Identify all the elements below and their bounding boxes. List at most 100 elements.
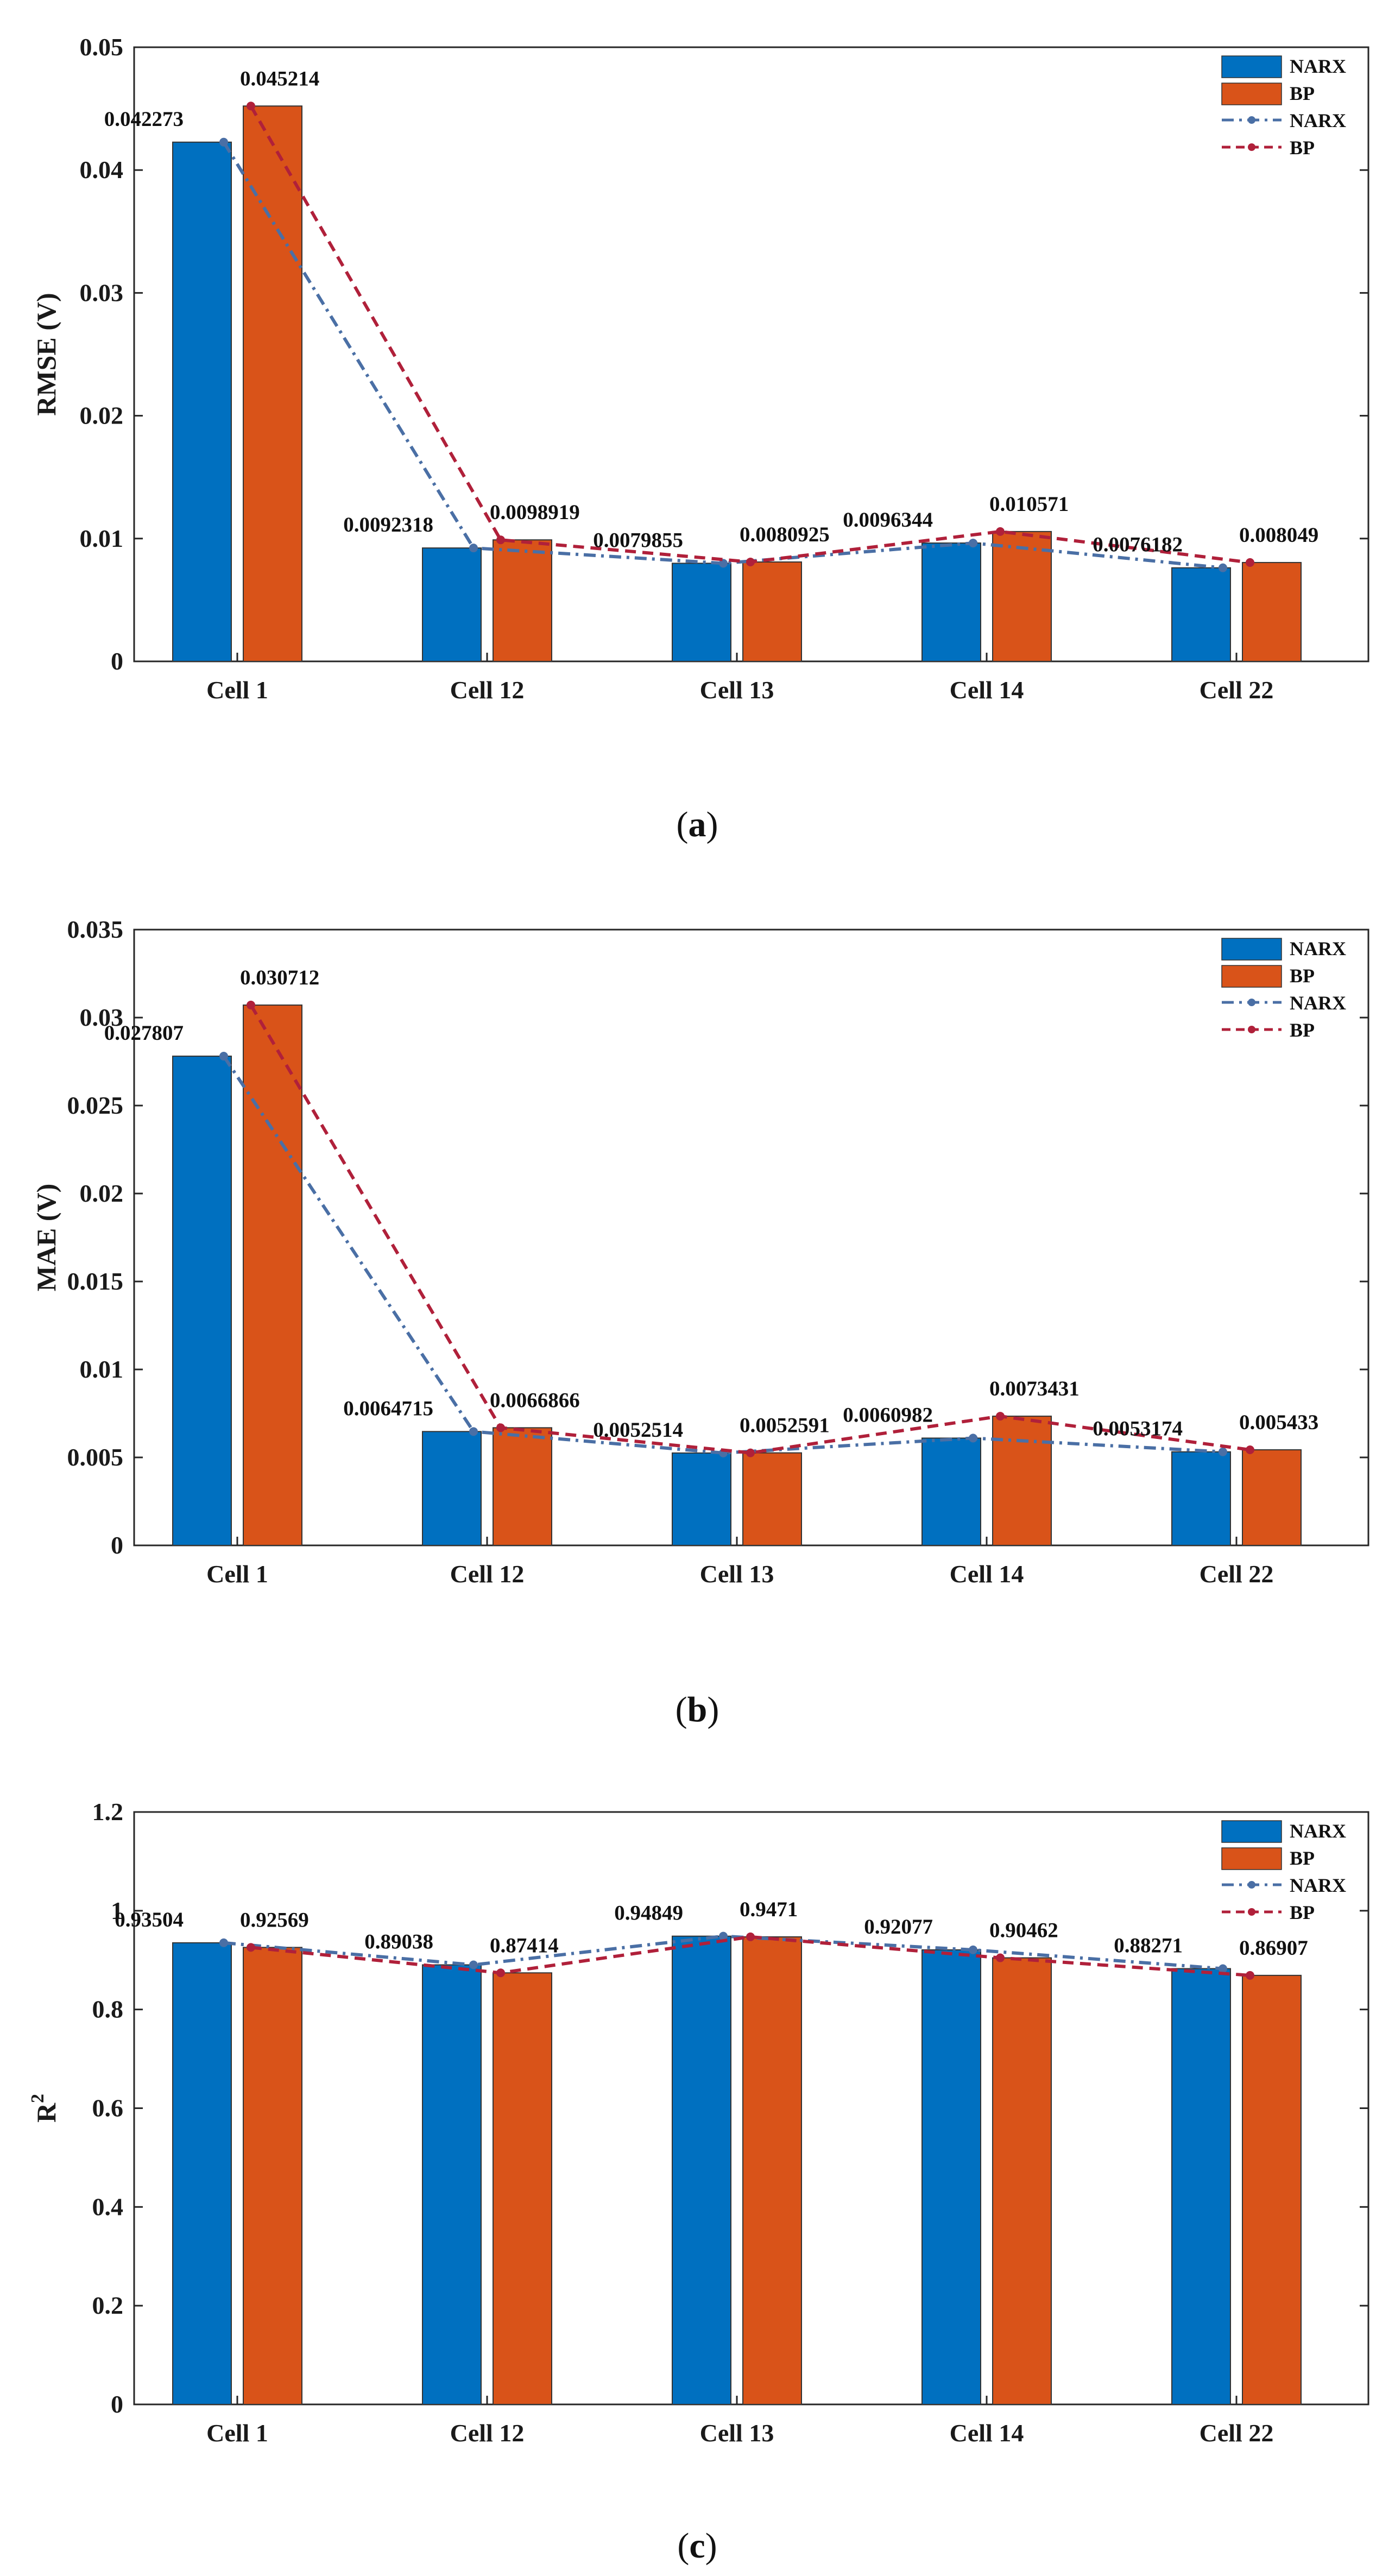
x-tick-label: Cell 1 <box>206 2419 268 2447</box>
y-tick-label: 0.8 <box>92 1996 124 2023</box>
bar-bp-2 <box>493 1972 552 2405</box>
data-label-narx-3: 0.0079855 <box>593 528 683 552</box>
x-tick-label: Cell 1 <box>206 676 268 704</box>
y-tick-label: 0.015 <box>67 1267 124 1295</box>
line-bp <box>250 1935 1251 1977</box>
legend-swatch-bar <box>1221 83 1282 105</box>
y-tick-label: 1.2 <box>92 1798 124 1826</box>
bar-narx-4 <box>921 1437 981 1546</box>
data-label-bp-4: 0.90462 <box>989 1919 1058 1942</box>
caption-open-paren: ( <box>677 805 689 844</box>
marker-narx-4 <box>969 1945 977 1954</box>
bar-narx-1 <box>172 141 232 662</box>
bar-bp-2 <box>493 1427 552 1546</box>
legend-label: BP <box>1290 1902 1315 1923</box>
y-tick-label: 0.05 <box>80 33 124 61</box>
line-narx <box>222 141 1223 570</box>
bar-bp-4 <box>992 1957 1052 2405</box>
y-tick-label: 1 <box>111 1897 123 1924</box>
marker-bp-1 <box>247 1943 255 1952</box>
data-label-narx-1: 0.93504 <box>115 1908 184 1931</box>
chart-panel-a: 0 0.01 0.02 0.03 0.04 0.05 Cell 1 Cell 12 Cell 1… <box>31 33 1369 844</box>
bar-bp-5 <box>1242 1974 1302 2405</box>
bar-bp-3 <box>742 1452 802 1546</box>
legend-label: BP <box>1290 137 1315 159</box>
marker-narx-2 <box>469 1960 478 1969</box>
marker-bp-5 <box>1246 558 1254 567</box>
bar-bp-5 <box>1242 1449 1302 1546</box>
y-axis-label-text: MAE (V) <box>31 1184 61 1292</box>
y-tick-label: 0.005 <box>67 1443 124 1471</box>
marker-bp-2 <box>496 1968 505 1978</box>
caption-letter: b <box>687 1690 708 1729</box>
y-tick-label: 0.03 <box>80 1003 124 1031</box>
legend-swatch-bar <box>1221 1847 1282 1870</box>
x-tick-label: Cell 22 <box>1200 1560 1274 1588</box>
marker-narx-3 <box>719 1931 728 1941</box>
marker-narx-5 <box>1219 1964 1227 1973</box>
marker-bp-4 <box>996 1953 1005 1962</box>
legend-swatch-bar <box>1221 55 1282 78</box>
x-tick-label: Cell 13 <box>700 676 774 704</box>
y-axis-label-text: RMSE (V) <box>31 293 61 415</box>
y-tick-label: 0.01 <box>80 525 124 552</box>
marker-bp-2 <box>496 535 505 545</box>
marker-bp-3 <box>746 557 755 566</box>
marker-bp-3 <box>746 1448 755 1457</box>
x-tick-label: Cell 22 <box>1200 676 1274 704</box>
legend: NARX BP NARX BP <box>1221 938 1346 1041</box>
legend: NARX BP NARX BP <box>1221 1820 1346 1923</box>
marker-narx-1 <box>219 1938 228 1947</box>
caption-close-paren: ) <box>705 2526 717 2566</box>
x-tick-label: Cell 14 <box>950 676 1024 704</box>
y-tick-label: 0.02 <box>80 1179 124 1207</box>
y-tick-label: 0 <box>111 1531 123 1559</box>
y-axis-label: RMSE (V) <box>31 293 61 415</box>
y-axis-label-superscript: 2 <box>28 2094 48 2103</box>
data-label-narx-5: 0.88271 <box>1114 1934 1183 1957</box>
marker-narx-5 <box>1219 1447 1227 1456</box>
data-label-narx-3: 0.0052514 <box>593 1418 683 1442</box>
caption-open-paren: ( <box>676 1690 687 1729</box>
y-tick-label: 0.6 <box>92 2094 124 2122</box>
y-tick-label: 0.035 <box>67 916 124 943</box>
caption-letter: c <box>689 2526 705 2566</box>
bar-bp-3 <box>742 561 802 662</box>
legend-swatch-marker <box>1248 1908 1255 1916</box>
bar-narx-5 <box>1171 1451 1231 1546</box>
bar-narx-3 <box>672 563 731 662</box>
marker-narx-2 <box>469 544 478 553</box>
legend-label: NARX <box>1290 938 1346 959</box>
marker-bp-4 <box>996 527 1005 536</box>
caption-close-paren: ) <box>706 805 718 844</box>
data-label-narx-1: 0.042273 <box>104 108 184 131</box>
legend-label: BP <box>1290 1847 1315 1869</box>
line-narx <box>222 1055 1223 1455</box>
bar-narx-4 <box>921 1949 981 2405</box>
data-label-narx-4: 0.0096344 <box>843 508 933 532</box>
legend-label: NARX <box>1290 992 1346 1014</box>
data-label-bp-4: 0.0073431 <box>989 1377 1080 1400</box>
legend-swatch-marker <box>1248 1881 1255 1889</box>
data-label-bp-2: 0.87414 <box>490 1934 559 1957</box>
legend-swatch-bar <box>1221 1820 1282 1843</box>
bar-narx-3 <box>672 1935 731 2405</box>
marker-narx-4 <box>969 1434 977 1443</box>
data-label-bp-3: 0.9471 <box>740 1898 798 1921</box>
data-label-bp-1: 0.045214 <box>240 67 319 90</box>
bar-bp-4 <box>992 1416 1052 1546</box>
data-label-narx-4: 0.92077 <box>864 1915 933 1939</box>
y-tick-label: 0 <box>111 2390 123 2418</box>
y-tick-label: 0.4 <box>92 2193 124 2220</box>
data-label-bp-5: 0.005433 <box>1239 1411 1318 1434</box>
data-label-narx-5: 0.0076182 <box>1093 533 1183 557</box>
panel-caption: (a) <box>677 805 718 844</box>
bar-bp-1 <box>243 105 302 662</box>
y-tick-label: 0.025 <box>67 1091 124 1119</box>
marker-bp-3 <box>746 1932 755 1941</box>
data-label-bp-1: 0.030712 <box>240 966 319 989</box>
caption-close-paren: ) <box>707 1690 719 1729</box>
bar-narx-2 <box>422 1964 482 2405</box>
data-label-narx-2: 0.89038 <box>364 1930 433 1953</box>
y-axis-label-text: R <box>31 2103 61 2123</box>
